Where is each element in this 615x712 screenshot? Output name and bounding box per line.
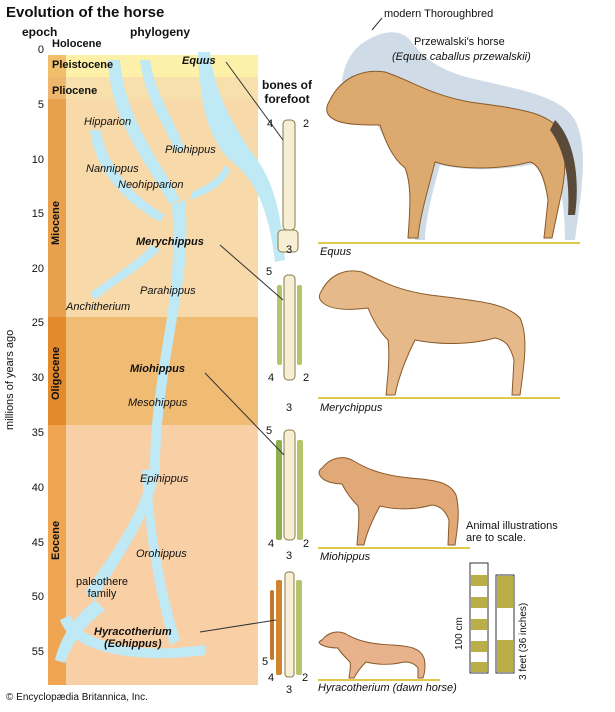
genus-hipparion: Hipparion bbox=[84, 116, 132, 128]
scale-note: Animal illustrations are to scale. bbox=[466, 520, 558, 544]
header-bones: bones of forefoot bbox=[262, 78, 312, 106]
genus-equus: Equus bbox=[182, 55, 216, 67]
tick-40: 40 bbox=[31, 482, 44, 494]
digit-miohippus-4: 4 bbox=[268, 538, 275, 550]
digit-hyracotherium-4: 4 bbox=[268, 672, 275, 684]
merychippus-horse bbox=[318, 270, 526, 396]
diagram-title: Evolution of the horse bbox=[6, 4, 165, 21]
header-phylogeny: phylogeny bbox=[130, 25, 191, 39]
label-przewalski: Przewalski's horse bbox=[414, 36, 505, 48]
genus-parahippus: Parahippus bbox=[140, 285, 196, 297]
miohippus-horse bbox=[318, 457, 459, 546]
digit-hyracotherium-5: 5 bbox=[262, 656, 269, 668]
epoch-bar-oligocene bbox=[48, 317, 66, 425]
tick-45: 45 bbox=[31, 537, 44, 549]
tick-10: 10 bbox=[31, 154, 44, 166]
digit-equus-4: 4 bbox=[267, 118, 274, 130]
caption-equus: Equus bbox=[320, 246, 352, 258]
epoch-pliocene: Pliocene bbox=[52, 85, 98, 97]
scale-bar-imperial bbox=[495, 574, 515, 674]
digit-equus-3: 3 bbox=[286, 244, 293, 256]
label-thoroughbred: modern Thoroughbred bbox=[384, 8, 494, 20]
genus-mesohippus: Mesohippus bbox=[128, 397, 188, 409]
forefoot-equus bbox=[277, 119, 299, 253]
band-oligocene bbox=[48, 317, 258, 425]
digit-hyracotherium-2: 2 bbox=[302, 672, 309, 684]
digit-merychippus-3: 3 bbox=[286, 402, 293, 414]
tick-15: 15 bbox=[31, 208, 44, 220]
tick-25: 25 bbox=[31, 317, 44, 329]
digit-merychippus-4: 4 bbox=[268, 372, 275, 384]
tick-20: 20 bbox=[31, 263, 44, 275]
epoch-oligocene: Oligocene bbox=[50, 346, 62, 400]
label-przewalski-latin: (Equus caballus przewalskii) bbox=[392, 51, 531, 63]
digit-merychippus-5: 5 bbox=[266, 266, 273, 278]
genus-nannippus: Nannippus bbox=[86, 163, 139, 175]
phylogeny-tree bbox=[55, 52, 285, 663]
scale-label-imperial: 3 feet (36 inches) bbox=[518, 602, 529, 680]
scale-bar-metric bbox=[469, 562, 489, 674]
przewalski-tail bbox=[550, 120, 577, 215]
digit-miohippus-2: 2 bbox=[303, 538, 310, 550]
genus-merychippus: Merychippus bbox=[136, 236, 204, 248]
epoch-pleistocene: Pleistocene bbox=[52, 59, 114, 71]
genus-anchitherium: Anchitherium bbox=[66, 301, 131, 313]
ground-lines bbox=[318, 242, 580, 681]
tick-0: 0 bbox=[37, 44, 44, 56]
tick-35: 35 bbox=[31, 427, 44, 439]
epoch-bar-miocene bbox=[48, 99, 66, 317]
genus-neohipparion: Neohipparion bbox=[118, 179, 184, 191]
digit-equus-2: 2 bbox=[303, 118, 310, 130]
forefoot-hyracotherium bbox=[270, 571, 302, 678]
digit-merychippus-2: 2 bbox=[303, 372, 310, 384]
genus-orohippus: Orohippus bbox=[136, 548, 187, 560]
digit-hyracotherium-3: 3 bbox=[286, 684, 293, 696]
genus-miohippus: Miohippus bbox=[130, 363, 185, 375]
digit-miohippus-5: 5 bbox=[266, 425, 273, 437]
caption-hyracotherium: Hyracotherium (dawn horse) bbox=[318, 682, 457, 694]
caption-miohippus: Miohippus bbox=[320, 551, 371, 563]
copyright: © Encyclopædia Britannica, Inc. bbox=[6, 692, 148, 703]
header-epoch: epoch bbox=[22, 25, 58, 39]
tick-55: 55 bbox=[31, 646, 44, 658]
tick-50: 50 bbox=[31, 591, 44, 603]
forefoot-merychippus bbox=[277, 274, 302, 381]
genus-hyracotherium: Hyracotherium (Eohippus) bbox=[94, 626, 172, 650]
epoch-holocene: Holocene bbox=[52, 38, 102, 50]
tick-30: 30 bbox=[31, 372, 44, 384]
epoch-eocene: Eocene bbox=[50, 520, 62, 560]
hyracotherium-animal bbox=[318, 631, 426, 679]
genus-epihippus: Epihippus bbox=[140, 473, 189, 485]
forefoot-miohippus bbox=[276, 429, 303, 541]
genus-paleothere: paleothere family bbox=[76, 576, 128, 600]
przewalski-horse bbox=[326, 70, 566, 239]
genus-pliohippus: Pliohippus bbox=[165, 144, 216, 156]
leader-lines bbox=[199, 17, 383, 633]
tick-5: 5 bbox=[37, 99, 44, 111]
digit-miohippus-3: 3 bbox=[286, 550, 293, 562]
scale-label-metric: 100 cm bbox=[454, 617, 465, 650]
caption-merychippus: Merychippus bbox=[320, 402, 383, 414]
epoch-miocene: Miocene bbox=[50, 200, 62, 245]
